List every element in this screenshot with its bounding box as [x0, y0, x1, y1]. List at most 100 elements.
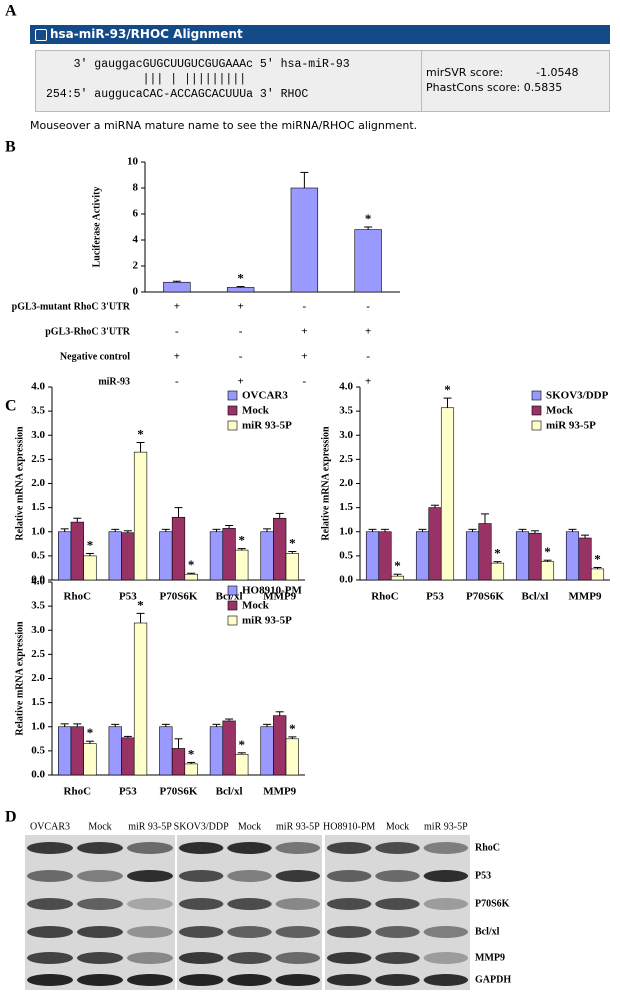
significance-mark: *: [237, 271, 244, 286]
y-tick-label: 3.5: [31, 405, 45, 417]
y-tick-label: 1.0: [31, 525, 45, 537]
condition-sign: -: [366, 301, 370, 313]
score-label: mirSVR score:: [426, 66, 504, 79]
bar: [235, 549, 249, 581]
blot-column-label: miR 93-5P: [424, 821, 468, 832]
score-value: 0.5835: [523, 81, 563, 94]
blot-band: [375, 870, 420, 882]
bar: [70, 726, 84, 776]
bar: [235, 753, 249, 776]
legend-label: miR 93-5P: [242, 615, 292, 627]
significance-mark: *: [188, 746, 195, 761]
blot-band: [77, 898, 123, 910]
y-tick-label: 1.5: [31, 696, 45, 708]
condition-sign: +: [237, 301, 243, 313]
bar: [159, 726, 173, 776]
alignment-box: 3' gauggacGUGCUUGUCGUGAAAc 5' hsa-miR-93…: [35, 50, 610, 112]
blot-band: [77, 974, 123, 986]
blot-row-label: Bcl/xl: [475, 926, 500, 937]
blot-band: [178, 926, 224, 938]
significance-mark: *: [137, 597, 144, 612]
blot-column-label: OVCAR3: [30, 821, 70, 832]
blot-column-label: SKOV3/DDP: [174, 821, 229, 832]
alignment-line: 254:5' auggucaCAC-ACCAGCACUUUa 3' RHOC: [46, 88, 309, 101]
y-tick-label: 2.0: [31, 672, 45, 684]
condition-sign: -: [175, 326, 179, 338]
bar: [171, 748, 186, 776]
panel-label: A: [5, 3, 17, 20]
alignment-panel: hsa-miR-93/RHOC Alignment 3' gauggacGUGC…: [30, 25, 610, 132]
y-tick-label: 3.0: [31, 429, 45, 441]
blot-band: [227, 842, 272, 854]
y-tick-label: 3.0: [31, 624, 45, 636]
x-tick-label: RhoC: [64, 786, 92, 798]
bar: [58, 726, 72, 776]
blot-band: [275, 842, 321, 854]
x-tick-label: MMP9: [569, 591, 602, 603]
blot-band: [77, 842, 123, 854]
blot-panel: [325, 835, 470, 990]
legend-swatch: [227, 615, 238, 626]
x-tick-label: P53: [426, 591, 444, 603]
alignment-line: ||| | |||||||||: [46, 73, 247, 86]
y-tick-label: 0.5: [31, 549, 45, 561]
legend-swatch: [227, 585, 238, 596]
legend-swatch: [531, 420, 542, 431]
blot-band: [275, 898, 321, 910]
condition-sign: +: [365, 326, 371, 338]
y-tick-label: 2.5: [339, 453, 353, 465]
blot-band: [375, 926, 420, 938]
bar: [290, 187, 319, 293]
significance-mark: *: [494, 546, 501, 561]
condition-label: pGL3-RhoC 3'UTR: [45, 326, 131, 337]
significance-mark: *: [239, 737, 246, 752]
bar: [108, 531, 122, 581]
y-tick-label: 4.0: [31, 576, 45, 588]
significance-mark: *: [87, 537, 94, 552]
condition-label: Negative control: [60, 351, 130, 362]
bar: [209, 531, 224, 581]
alignment-title: hsa-miR-93/RHOC Alignment: [30, 25, 610, 44]
bar: [528, 532, 542, 581]
significance-mark: *: [137, 426, 144, 441]
legend-swatch: [227, 600, 238, 611]
significance-mark: *: [289, 536, 296, 551]
condition-label: pGL3-mutant RhoC 3'UTR: [12, 301, 131, 312]
significance-mark: *: [594, 551, 601, 566]
legend-label: Mock: [242, 600, 270, 612]
blot-band: [227, 974, 272, 986]
significance-mark: *: [365, 211, 372, 226]
y-tick-label: 2.5: [31, 453, 45, 465]
y-axis-label: Relative mRNA expression: [14, 621, 25, 736]
x-tick-label: RhoC: [64, 591, 92, 603]
y-tick-label: 10: [127, 156, 139, 168]
bar: [108, 726, 122, 776]
alignment-footer: Mouseover a miRNA mature name to see the…: [30, 119, 418, 132]
panel-label: C: [5, 398, 17, 415]
blot-band: [326, 926, 372, 938]
bar: [222, 720, 236, 776]
x-tick-label: Bcl/xl: [522, 591, 549, 603]
x-tick-label: P70S6K: [160, 591, 198, 603]
blot-band: [275, 974, 321, 986]
blot-band: [326, 974, 372, 986]
y-axis-label: Relative mRNA expression: [320, 426, 331, 541]
x-tick-label: P70S6K: [160, 786, 198, 798]
bar: [515, 531, 530, 581]
bar: [285, 553, 299, 581]
legend-swatch: [531, 390, 542, 401]
blot-band: [227, 952, 272, 964]
blot-band: [227, 926, 272, 938]
bar: [133, 622, 148, 776]
y-tick-label: 1.0: [31, 720, 45, 732]
blot-band: [423, 898, 469, 910]
legend-swatch: [227, 390, 238, 401]
blot-band: [127, 974, 173, 986]
bar: [354, 229, 382, 293]
blot-band: [423, 974, 469, 986]
blot-panel: [177, 835, 322, 990]
blot-band: [423, 842, 469, 854]
bar: [378, 531, 392, 581]
y-axis-label: Relative mRNA expression: [14, 426, 25, 541]
blot-band: [77, 952, 123, 964]
